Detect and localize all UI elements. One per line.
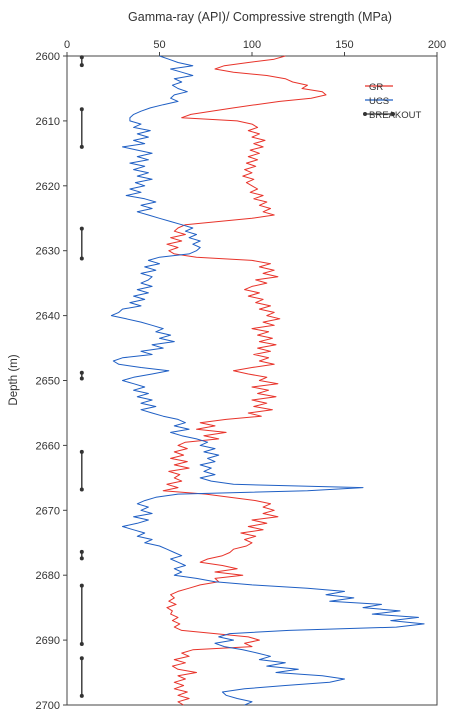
y-tick-label: 2610: [36, 116, 60, 128]
y-tick-label: 2640: [36, 311, 60, 323]
breakout-interval: [79, 549, 84, 561]
legend-cap-right: [391, 112, 395, 116]
y-tick: 2700: [36, 700, 67, 712]
breakout-cap-bottom: [79, 376, 84, 381]
series-layer: [110, 55, 425, 706]
y-tick-label: 2700: [36, 700, 60, 712]
breakout-cap-bottom: [79, 63, 84, 68]
y-tick-label: 2660: [36, 440, 60, 452]
y-tick-label: 2690: [36, 635, 60, 647]
breakout-cap-top: [79, 55, 84, 60]
breakout-cap-top: [79, 656, 84, 661]
breakout-interval: [79, 226, 84, 261]
breakout-cap-bottom: [79, 641, 84, 646]
y-axis-ticks: 2600 2610 2620 2630 2640 2650 2660 2670 2680 2690…: [36, 51, 67, 712]
x-tick-label: 100: [243, 39, 261, 51]
x-tick: 200: [428, 39, 446, 56]
y-tick-label: 2630: [36, 246, 60, 258]
y-tick: 2630: [36, 246, 67, 258]
breakout-cap-top: [79, 449, 84, 454]
x-tick: 0: [64, 39, 70, 56]
breakout-cap-bottom: [79, 144, 84, 149]
y-tick: 2690: [36, 635, 67, 647]
breakout-cap-top: [79, 370, 84, 375]
breakout-cap-top: [79, 549, 84, 554]
legend-cap-left: [363, 112, 367, 116]
series-line-gr: [162, 55, 327, 706]
y-tick: 2680: [36, 570, 67, 582]
legend: GR UCS BREAKOUT: [363, 82, 421, 121]
y-tick: 2620: [36, 181, 67, 193]
y-tick-label: 2680: [36, 570, 60, 582]
breakout-interval: [79, 583, 84, 646]
breakout-interval: [79, 656, 84, 698]
y-tick: 2650: [36, 376, 67, 388]
breakout-cap-bottom: [79, 556, 84, 561]
y-tick-label: 2650: [36, 376, 60, 388]
x-tick-label: 150: [335, 39, 353, 51]
breakout-cap-top: [79, 107, 84, 112]
breakout-layer: [79, 55, 84, 698]
y-tick-label: 2600: [36, 51, 60, 63]
x-tick: 100: [243, 39, 261, 56]
x-tick: 150: [335, 39, 354, 56]
y-tick: 2610: [36, 116, 67, 128]
breakout-cap-bottom: [79, 693, 84, 698]
breakout-interval: [79, 370, 84, 381]
breakout-interval: [79, 55, 84, 68]
x-tick-label: 0: [64, 39, 70, 51]
breakout-interval: [79, 449, 84, 492]
breakout-cap-bottom: [79, 256, 84, 261]
y-tick: 2640: [36, 311, 67, 323]
y-tick-label: 2670: [36, 505, 60, 517]
breakout-cap-top: [79, 583, 84, 588]
y-tick: 2660: [36, 440, 67, 452]
x-tick-label: 50: [153, 39, 165, 51]
y-tick-label: 2620: [36, 181, 60, 193]
chart-title: Gamma-ray (API)/ Compressive strength (M…: [128, 10, 392, 24]
legend-label: BREAKOUT: [369, 110, 421, 121]
breakout-interval: [79, 107, 84, 149]
legend-item-ucs: UCS: [365, 96, 393, 107]
x-tick-label: 200: [428, 39, 446, 51]
legend-label: UCS: [369, 96, 389, 107]
breakout-cap-bottom: [79, 487, 84, 492]
series-line-ucs: [110, 55, 425, 706]
y-tick: 2670: [36, 505, 67, 517]
x-tick: 50: [153, 39, 166, 56]
legend-item-gr: GR: [365, 82, 393, 93]
y-axis-label: Depth (m): [8, 354, 20, 405]
legend-item-breakout: BREAKOUT: [363, 110, 421, 121]
breakout-cap-top: [79, 226, 84, 231]
legend-label: GR: [369, 82, 383, 93]
x-axis-ticks: 0 50 100 150 200: [64, 39, 446, 56]
y-tick: 2600: [36, 51, 67, 63]
